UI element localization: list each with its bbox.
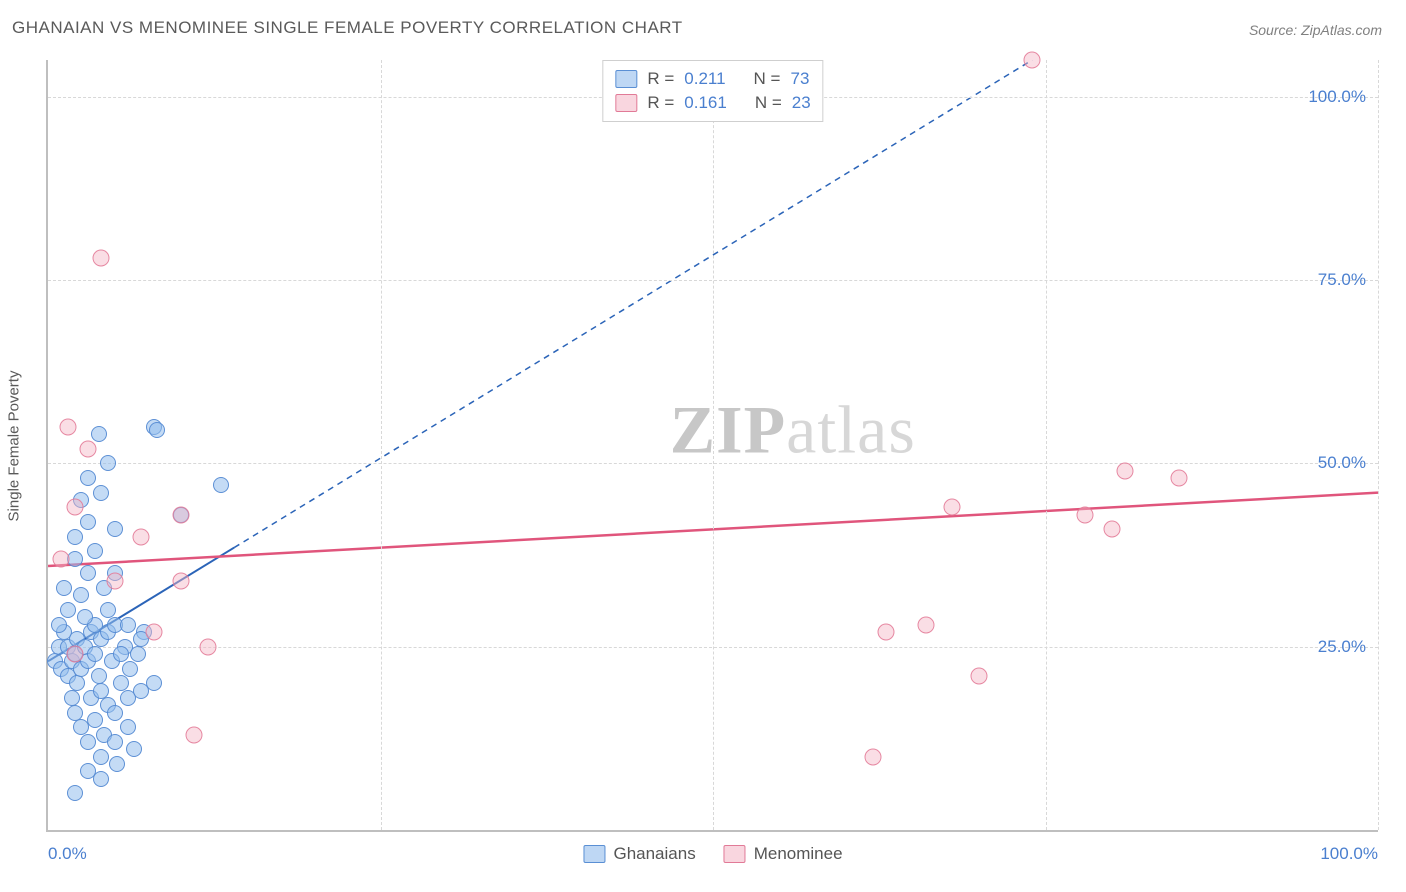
data-point [69, 675, 85, 691]
y-tick: 100.0% [1308, 87, 1366, 107]
data-point [130, 646, 146, 662]
legend-label: Ghanaians [613, 844, 695, 864]
data-point [91, 426, 107, 442]
data-point [80, 565, 96, 581]
data-point [122, 661, 138, 677]
data-point [149, 422, 165, 438]
data-point [64, 690, 80, 706]
n-value: 73 [790, 69, 809, 89]
data-point [107, 734, 123, 750]
data-point [944, 499, 961, 516]
data-point [1117, 462, 1134, 479]
series-legend: Ghanaians Menominee [583, 844, 842, 864]
data-point [173, 572, 190, 589]
legend-item: Menominee [724, 844, 843, 864]
data-point [66, 646, 83, 663]
data-point [51, 617, 67, 633]
correlation-legend: R = 0.211 N = 73 R = 0.161 N = 23 [602, 60, 823, 122]
data-point [1170, 470, 1187, 487]
scatter-plot-area: ZIPatlas R =0.211N =73R =0.161N =23 Ghan… [46, 60, 1378, 832]
data-point [93, 485, 109, 501]
data-point [864, 748, 881, 765]
data-point [113, 675, 129, 691]
r-label: R = [647, 93, 674, 113]
gridline-v [1046, 60, 1047, 830]
legend-item: Ghanaians [583, 844, 695, 864]
legend-row: R = 0.211 N = 73 [615, 67, 810, 91]
legend-swatch [724, 845, 746, 863]
data-point [80, 734, 96, 750]
watermark: ZIPatlas [670, 390, 916, 469]
r-value: 0.161 [684, 93, 727, 113]
data-point [877, 624, 894, 641]
data-point [146, 675, 162, 691]
data-point [91, 668, 107, 684]
data-point [59, 418, 76, 435]
data-point [93, 749, 109, 765]
data-point [73, 587, 89, 603]
data-point [120, 719, 136, 735]
y-tick: 75.0% [1318, 270, 1366, 290]
x-tick-min: 0.0% [48, 844, 87, 864]
data-point [67, 529, 83, 545]
data-point [107, 705, 123, 721]
y-axis-label: Single Female Poverty [6, 371, 23, 522]
gridline-v [381, 60, 382, 830]
chart-title: GHANAIAN VS MENOMINEE SINGLE FEMALE POVE… [12, 18, 683, 38]
data-point [107, 521, 123, 537]
legend-label: Menominee [754, 844, 843, 864]
data-point [173, 506, 190, 523]
data-point [80, 470, 96, 486]
gridline-v [713, 60, 714, 830]
y-tick: 25.0% [1318, 637, 1366, 657]
data-point [87, 712, 103, 728]
n-value: 23 [792, 93, 811, 113]
data-point [106, 572, 123, 589]
n-label: N = [754, 69, 781, 89]
legend-row: R = 0.161 N = 23 [615, 91, 810, 115]
data-point [53, 550, 70, 567]
legend-swatch [583, 845, 605, 863]
data-point [100, 455, 116, 471]
r-label: R = [647, 69, 674, 89]
r-value: 0.211 [684, 69, 725, 89]
x-tick-max: 100.0% [1320, 844, 1378, 864]
data-point [109, 756, 125, 772]
data-point [80, 514, 96, 530]
data-point [120, 617, 136, 633]
data-point [113, 646, 129, 662]
data-point [917, 616, 934, 633]
data-point [1104, 521, 1121, 538]
data-point [67, 705, 83, 721]
data-point [1024, 52, 1041, 69]
data-point [93, 683, 109, 699]
data-point [146, 624, 163, 641]
data-point [87, 646, 103, 662]
data-point [93, 771, 109, 787]
data-point [213, 477, 229, 493]
data-point [93, 250, 110, 267]
legend-swatch [615, 94, 637, 112]
data-point [971, 668, 988, 685]
y-tick: 50.0% [1318, 453, 1366, 473]
data-point [1077, 506, 1094, 523]
legend-swatch [615, 70, 637, 88]
data-point [199, 638, 216, 655]
data-point [66, 499, 83, 516]
data-point [79, 440, 96, 457]
data-point [60, 602, 76, 618]
data-point [87, 543, 103, 559]
data-point [56, 580, 72, 596]
source-attribution: Source: ZipAtlas.com [1249, 22, 1382, 38]
data-point [133, 528, 150, 545]
data-point [186, 726, 203, 743]
data-point [67, 785, 83, 801]
n-label: N = [755, 93, 782, 113]
data-point [100, 602, 116, 618]
data-point [126, 741, 142, 757]
data-point [77, 609, 93, 625]
gridline-v [1378, 60, 1379, 830]
